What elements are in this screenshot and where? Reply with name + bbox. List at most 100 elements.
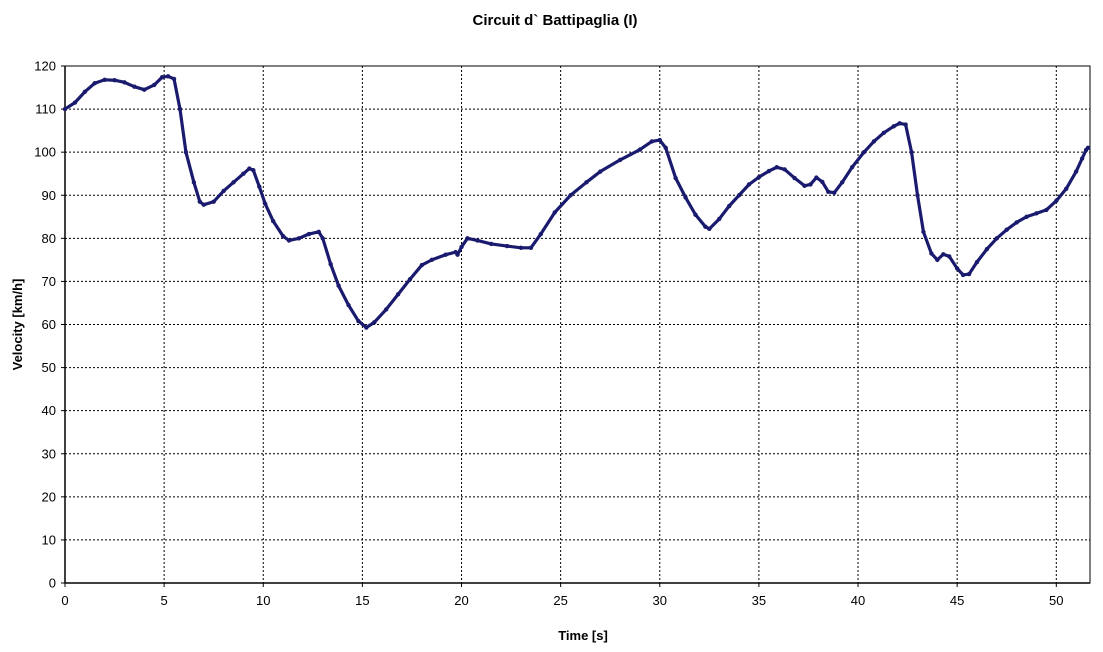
data-point	[929, 251, 934, 256]
data-point	[221, 188, 226, 194]
data-point	[211, 199, 216, 204]
data-point	[247, 166, 252, 171]
y-tick-label: 40	[42, 403, 56, 418]
data-point	[62, 106, 68, 112]
data-point	[935, 257, 940, 263]
data-point	[165, 74, 171, 79]
data-point	[649, 139, 655, 144]
data-point	[528, 245, 534, 251]
data-point	[372, 320, 377, 325]
data-point	[465, 236, 470, 241]
data-point	[316, 229, 321, 235]
data-point	[489, 241, 494, 247]
data-point	[839, 180, 845, 185]
data-series	[62, 74, 1091, 330]
data-point	[183, 149, 189, 155]
data-point	[280, 233, 286, 239]
x-tick-label: 0	[61, 593, 68, 608]
data-point	[336, 283, 341, 288]
grid-lines	[65, 66, 1090, 583]
y-tick-label: 30	[42, 446, 56, 461]
data-point	[820, 179, 825, 185]
data-point	[947, 254, 952, 259]
data-point	[383, 307, 389, 312]
x-tick-label: 45	[950, 593, 964, 608]
data-point	[954, 266, 960, 271]
data-point	[320, 236, 325, 241]
data-point	[1014, 220, 1019, 225]
data-point	[663, 145, 668, 151]
data-point	[1044, 207, 1049, 213]
data-point	[328, 261, 333, 267]
y-tick-label: 50	[42, 360, 56, 375]
x-axis-label: Time [s]	[558, 628, 608, 643]
data-point	[459, 244, 464, 250]
data-point	[657, 137, 662, 143]
data-point	[814, 175, 819, 180]
data-point	[693, 212, 698, 217]
x-tick-label: 35	[752, 593, 766, 608]
data-point	[364, 325, 369, 330]
data-point	[122, 80, 127, 85]
x-tick-label: 15	[355, 593, 369, 608]
data-point	[197, 199, 203, 204]
data-point	[584, 180, 589, 185]
data-point	[808, 182, 813, 187]
y-tick-label: 90	[42, 188, 56, 203]
data-point	[92, 81, 97, 86]
x-tick-label: 50	[1049, 593, 1063, 608]
data-point	[766, 168, 772, 174]
data-point	[241, 171, 246, 176]
data-point	[756, 174, 762, 180]
axis-ticks: 0 10 20 30 40 50 60 70 80 90 100 110 120 0 5 10 15 20 25 30…	[34, 59, 1090, 608]
y-tick-label: 10	[42, 532, 56, 547]
data-point	[832, 190, 837, 195]
data-point	[966, 271, 972, 277]
data-point	[159, 75, 165, 80]
data-point	[726, 203, 732, 209]
data-point	[443, 252, 448, 257]
data-point	[429, 257, 434, 263]
data-point	[296, 236, 302, 241]
data-point	[617, 157, 623, 163]
x-tick-label: 10	[256, 593, 270, 608]
data-point	[736, 193, 742, 198]
data-point	[72, 100, 78, 105]
x-tick-label: 5	[161, 593, 168, 608]
data-point	[871, 139, 877, 144]
y-tick-label: 120	[34, 59, 56, 74]
data-point	[568, 193, 573, 198]
data-point	[915, 193, 920, 198]
data-point	[826, 189, 831, 194]
data-point	[782, 167, 787, 172]
data-point	[538, 231, 544, 237]
data-point	[142, 87, 147, 92]
y-tick-label: 110	[35, 102, 56, 117]
data-point	[774, 165, 779, 170]
data-point	[395, 292, 401, 297]
data-point	[861, 149, 867, 155]
data-point	[257, 184, 262, 189]
data-point	[1064, 186, 1069, 191]
data-point	[792, 175, 797, 181]
y-tick-label: 70	[42, 274, 56, 289]
data-point	[286, 238, 292, 243]
data-point	[1054, 198, 1059, 204]
data-point	[921, 229, 926, 235]
data-point	[1024, 214, 1029, 219]
data-point	[455, 252, 460, 257]
data-point	[984, 246, 990, 252]
data-point	[598, 169, 603, 174]
y-tick-label: 80	[42, 231, 56, 246]
data-point	[346, 302, 351, 308]
data-point	[746, 182, 752, 187]
data-point	[1073, 169, 1079, 174]
y-tick-label: 60	[42, 317, 56, 332]
data-point	[132, 84, 137, 89]
data-point	[717, 216, 722, 222]
x-tick-label: 30	[653, 593, 667, 608]
data-point	[191, 180, 197, 185]
data-point	[849, 165, 855, 170]
data-point	[1079, 156, 1085, 161]
